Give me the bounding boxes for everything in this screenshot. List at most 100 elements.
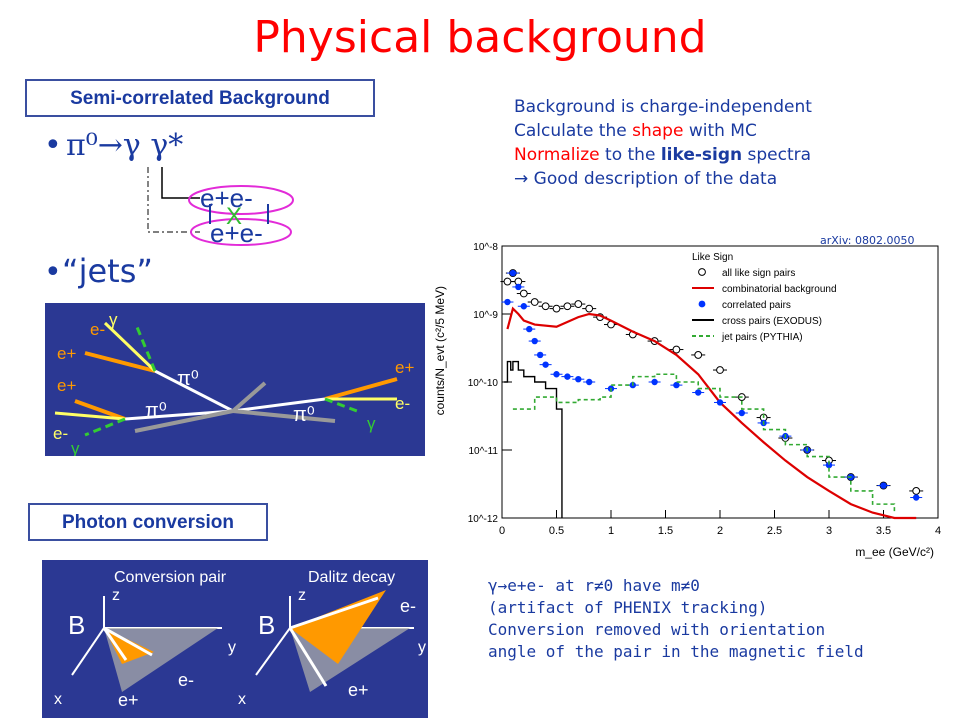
jets-diagram-panel: e- γ e+ e+ π⁰ π⁰ π⁰ e- γ e+ e- γ — [45, 303, 425, 458]
x-tick-label: 1 — [608, 525, 614, 537]
semi-correlated-box: Semi-correlated Background — [25, 79, 375, 117]
description-fragment: Calculate the — [514, 121, 633, 141]
y-tick-label: 10^-9 — [473, 310, 498, 321]
jets-label-e-plus: e+ — [57, 344, 76, 363]
correlated-point — [531, 337, 538, 345]
like-sign-point — [552, 304, 561, 313]
axis-x-label: x — [238, 691, 246, 708]
e-plus-label: e+ — [118, 690, 139, 710]
jets-label-gamma: γ — [109, 310, 118, 329]
ee-top-label: e+e- — [200, 183, 253, 213]
conversion-pair-title: Conversion pair — [114, 569, 227, 586]
conversion-note-line: (artifact of PHENIX tracking) — [488, 598, 768, 617]
correlated-point — [520, 303, 527, 310]
jets-label-pi0: π⁰ — [145, 400, 167, 422]
y-tick-label: 10^-8 — [473, 242, 498, 253]
conversion-note-line: γ→e+e- at r≠0 have m≠0 — [488, 576, 700, 595]
jets-label-pi0: π⁰ — [177, 368, 199, 390]
like-sign-point — [694, 351, 703, 359]
description-fragment: Normalize — [514, 145, 600, 165]
jets-label-e-minus: e- — [90, 320, 105, 339]
x-tick-label: 3 — [826, 525, 832, 537]
correlated-point — [526, 325, 533, 333]
jets-label: “jets” — [62, 252, 153, 290]
correlated-point — [651, 378, 658, 386]
legend-label: correlated pairs — [722, 300, 791, 311]
conversion-diagram: Conversion pair Dalitz decay B z y x e- … — [54, 569, 426, 710]
chart-svg: 0 0.5 1 1.5 2 2.5 3 3.5 4 10^-8 10^-9 10^-10 10^-11 1… — [433, 242, 941, 559]
description-fragment: spectra — [742, 145, 812, 165]
plot-frame — [501, 245, 939, 519]
axis-y-label: y — [418, 639, 426, 656]
like-sign-point — [574, 300, 583, 308]
x-tick-label: 3.5 — [876, 525, 891, 537]
legend-label: combinatorial background — [722, 284, 837, 295]
cross-mark: X — [226, 203, 242, 230]
correlated-point — [738, 409, 745, 417]
x-tick-label: 4 — [935, 525, 941, 537]
correlated-point — [504, 298, 511, 306]
x-tick-label: 0 — [499, 525, 505, 537]
bullet-marker: • — [44, 128, 62, 163]
legend-label: cross pairs (EXODUS) — [722, 316, 822, 327]
like-sign-point — [530, 298, 539, 306]
like-sign-point — [519, 289, 528, 298]
jets-label-e-plus: e+ — [395, 358, 414, 377]
arxiv-reference: arXiv: 0802.0050 — [820, 234, 915, 247]
jets-label-e-plus: e+ — [57, 376, 76, 395]
like-sign-point — [585, 304, 594, 313]
like-sign-point — [716, 366, 724, 374]
correlated-point — [575, 375, 582, 383]
x-tick-label: 2 — [717, 525, 723, 537]
correlated-point — [564, 373, 571, 380]
x-axis-label: m_ee (GeV/c²) — [855, 545, 934, 559]
e-minus-label: e- — [400, 596, 416, 616]
y-axis-label: counts/N_evt (c²/5 MeV) — [433, 286, 447, 415]
jets-label-gamma: γ — [367, 414, 376, 433]
like-sign-point — [503, 277, 512, 286]
like-sign-point — [563, 302, 572, 311]
magnetic-field-label: B — [68, 610, 85, 640]
series-step-cross-pairs — [504, 360, 563, 518]
conversion-note-line: angle of the pair in the magnetic field — [488, 642, 864, 661]
correlated-point — [515, 283, 522, 291]
conversion-notes: γ→e+e- at r≠0 have m≠0 (artifact of PHENI… — [488, 575, 864, 663]
series-line-combinatorial — [506, 306, 917, 520]
jets-label-e-minus: e- — [395, 394, 410, 413]
x-tick-label: 2.5 — [767, 525, 782, 537]
like-sign-point — [912, 487, 921, 495]
description-line: Calculate the shape with MC — [514, 119, 812, 143]
correlated-point — [673, 381, 680, 389]
conversion-note-line: Conversion removed with orientation — [488, 620, 826, 639]
correlated-point — [536, 351, 544, 359]
description-fragment: shape — [632, 121, 684, 141]
pi-reaction-label: π⁰→γ γ* — [66, 128, 184, 163]
axis-x-label: x — [54, 691, 62, 708]
description-fragment: with MC — [683, 121, 757, 141]
correlated-point — [695, 389, 702, 396]
photon-conversion-box: Photon conversion — [28, 503, 268, 541]
description-line: → Good description of the data — [514, 167, 812, 191]
mass-spectrum-chart: 0 0.5 1 1.5 2 2.5 3 3.5 4 10^-8 10^-9 10^-10 10^-11 1… — [430, 236, 950, 566]
legend-marker — [698, 268, 706, 276]
legend-label: all like sign pairs — [722, 268, 795, 279]
series-step-jet-pairs — [512, 373, 896, 513]
correlated-point — [716, 399, 724, 406]
jets-label-pi0: π⁰ — [293, 404, 315, 426]
correlated-point — [880, 482, 887, 489]
like-sign-point — [541, 302, 550, 311]
like-sign-point — [672, 345, 681, 354]
bullet-marker: • — [44, 255, 62, 290]
description-line: Background is charge-independent — [514, 95, 812, 119]
correlated-point — [553, 371, 560, 378]
description-fragment: Background is charge-independent — [514, 97, 812, 117]
y-tick-label: 10^-11 — [468, 446, 498, 457]
correlated-point — [509, 269, 517, 277]
correlated-point — [586, 378, 593, 386]
dalitz-branch-diagram: e+e- e+e- X — [147, 167, 294, 248]
x-tick-label: 0.5 — [549, 525, 564, 537]
legend-title: Like Sign — [692, 252, 733, 263]
description-text: Background is charge-independent Calculat… — [514, 95, 812, 191]
dalitz-decay-title: Dalitz decay — [308, 569, 395, 586]
axis-z-label: z — [112, 587, 120, 604]
